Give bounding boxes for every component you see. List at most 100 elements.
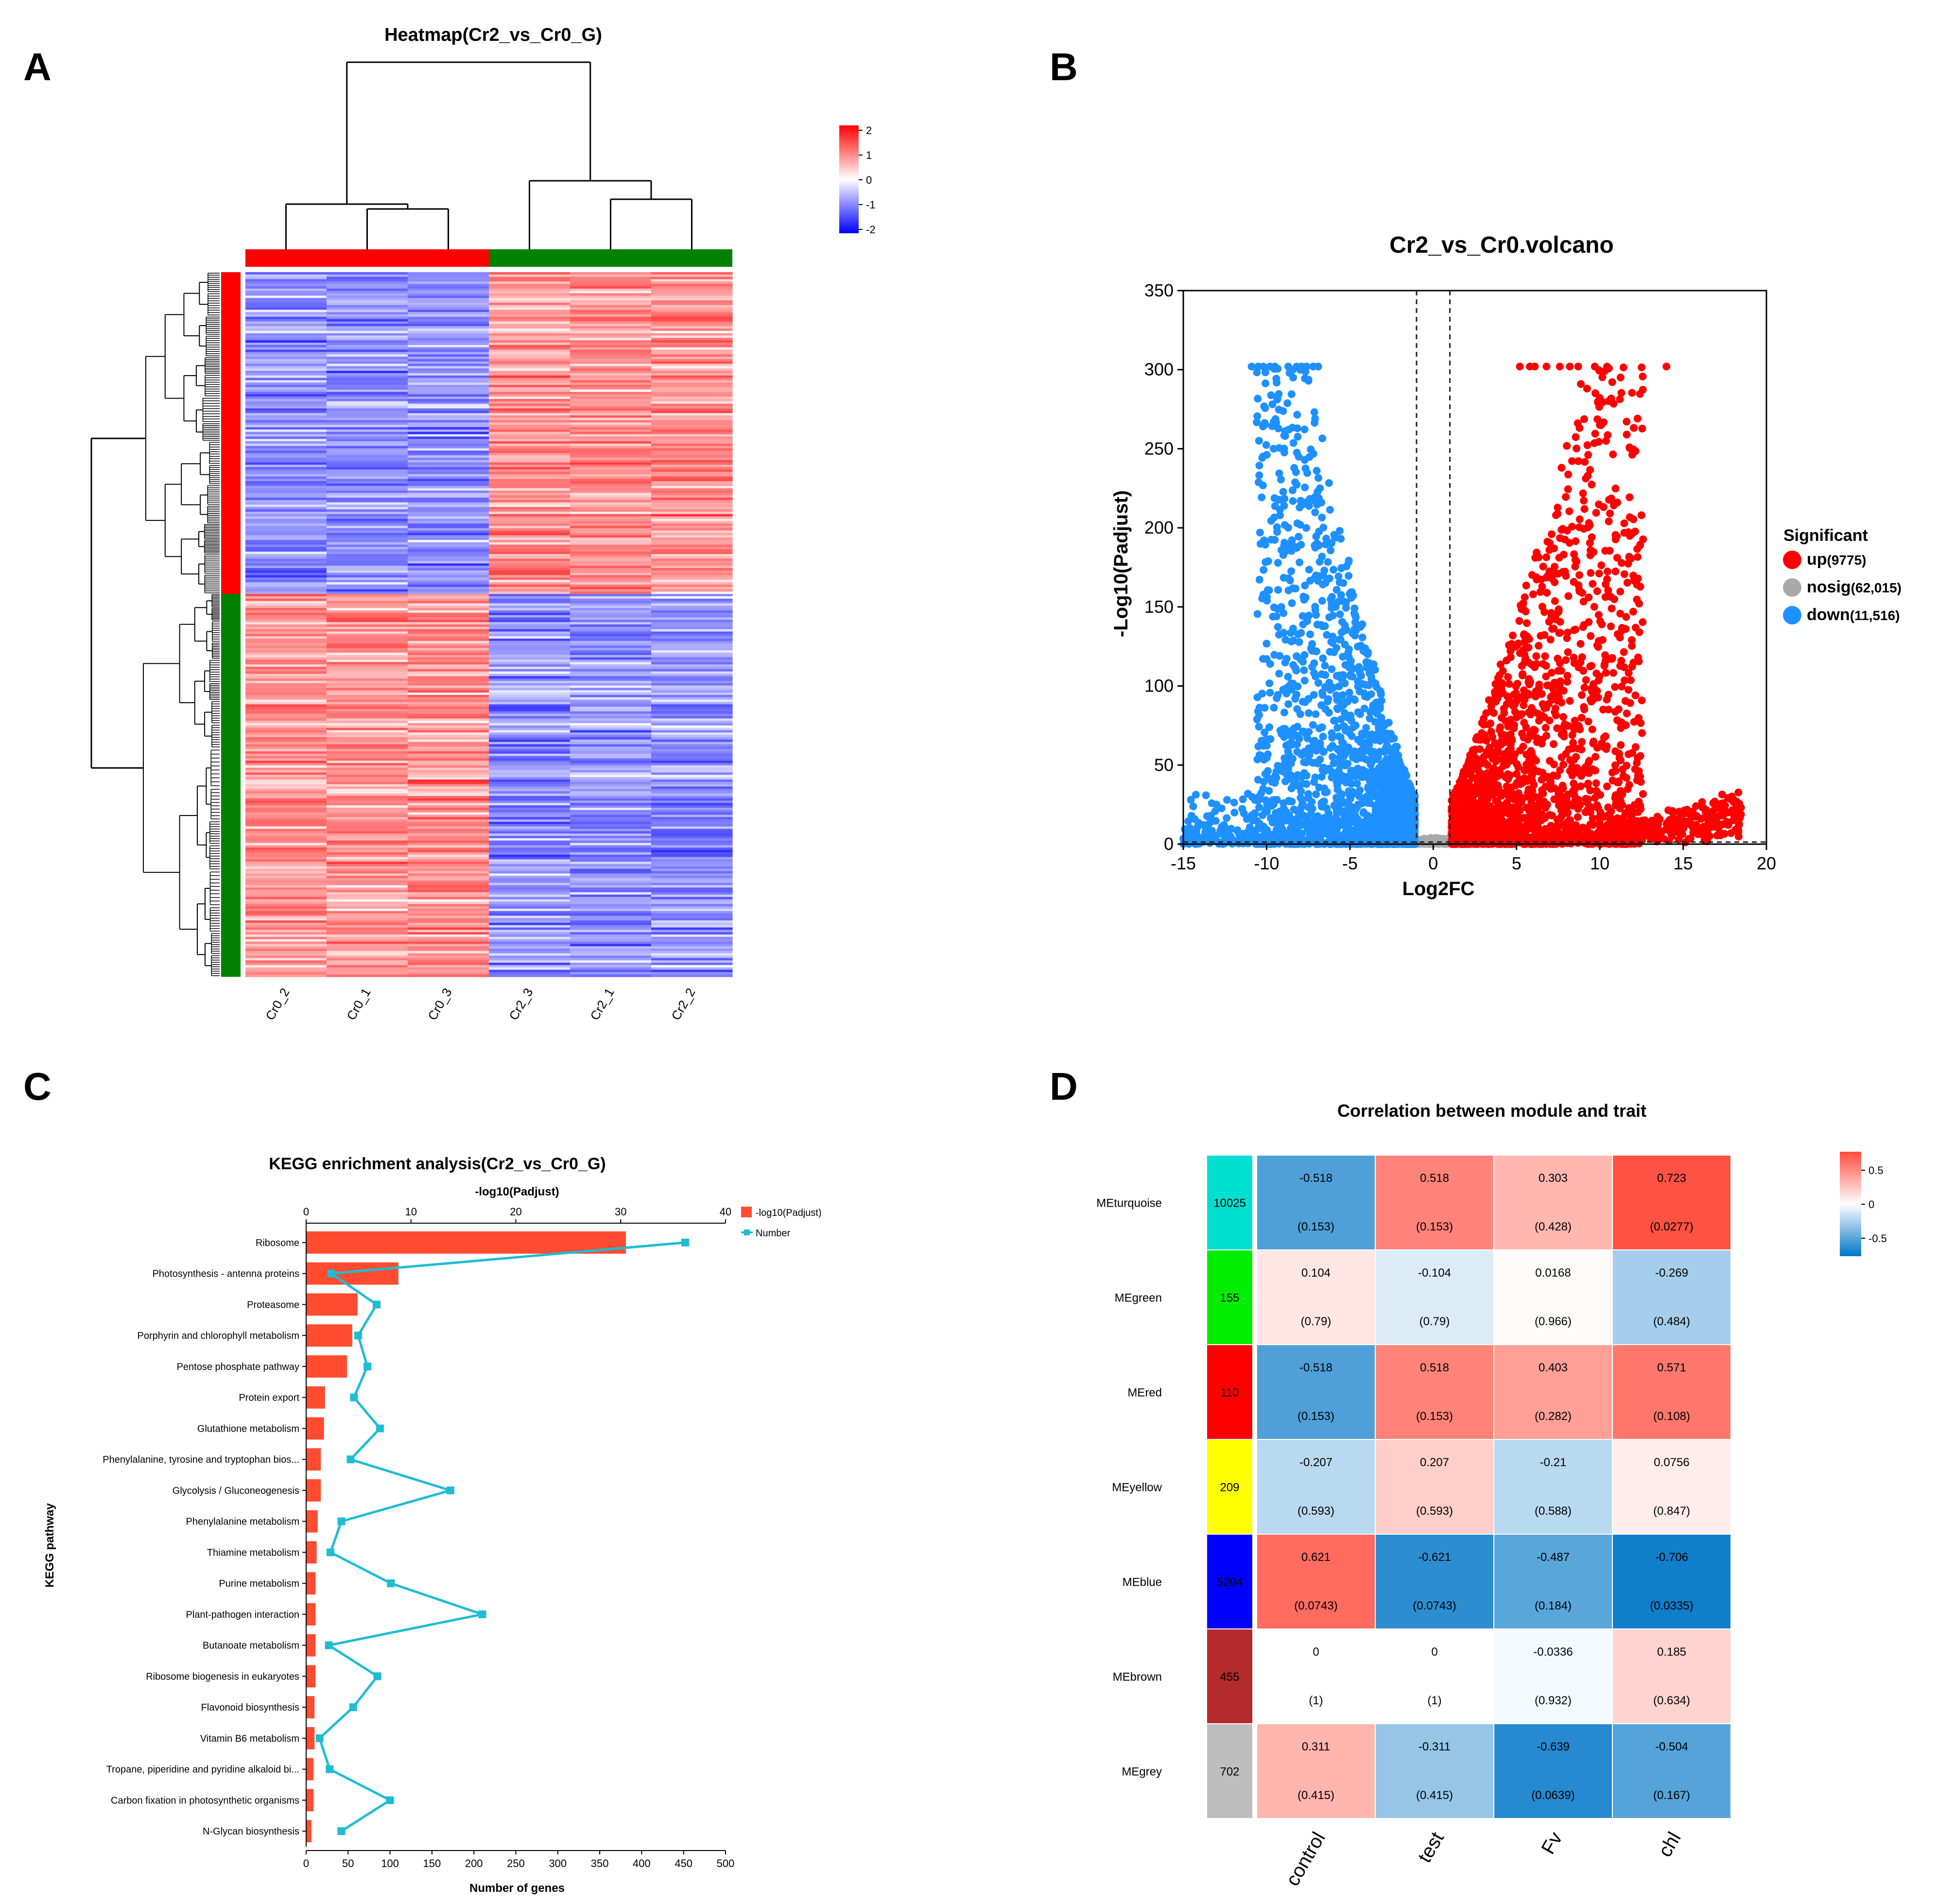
heatmap-cell bbox=[651, 763, 733, 766]
heatmap-cell bbox=[651, 727, 733, 731]
heatmap-cell bbox=[651, 653, 733, 656]
heatmap-cell bbox=[651, 516, 733, 519]
heatmap-cell bbox=[651, 848, 733, 850]
heatmap-cell bbox=[245, 397, 327, 399]
heatmap-cell bbox=[245, 556, 327, 559]
heatmap-cell bbox=[327, 958, 408, 961]
heatmap-cell bbox=[651, 293, 733, 296]
heatmap-cell bbox=[489, 500, 571, 503]
volcano-point bbox=[1234, 839, 1243, 848]
heatmap-colorbar-ticks: 210-1-2 bbox=[859, 124, 876, 236]
heatmap-cell bbox=[327, 399, 408, 402]
volcano-point bbox=[1311, 603, 1319, 611]
heatmap-cell bbox=[408, 484, 489, 486]
heatmap-cell bbox=[651, 617, 733, 620]
heatmap-cell bbox=[327, 683, 408, 686]
heatmap-cell bbox=[408, 845, 489, 848]
heatmap-cell bbox=[408, 650, 489, 653]
heatmap-cell bbox=[327, 411, 408, 414]
heatmap-cell bbox=[489, 718, 571, 721]
heatmap-cell bbox=[408, 838, 489, 841]
heatmap-cell bbox=[408, 284, 489, 287]
heatmap-cell bbox=[408, 697, 489, 700]
heatmap-cell bbox=[489, 537, 571, 540]
heatmap-cell bbox=[489, 692, 571, 695]
heatmap-cell bbox=[489, 904, 571, 907]
heatmap-cell bbox=[651, 960, 733, 963]
heatmap-cell bbox=[570, 389, 652, 393]
heatmap-cell bbox=[570, 798, 652, 801]
heatmap-cell bbox=[327, 657, 408, 660]
heatmap-cell bbox=[327, 476, 408, 479]
volcano-point bbox=[1295, 533, 1303, 541]
heatmap-cell bbox=[570, 512, 652, 515]
volcano-point bbox=[1293, 411, 1301, 419]
heatmap-cell bbox=[408, 791, 489, 794]
heatmap-cell bbox=[651, 434, 733, 437]
heatmap-cell bbox=[245, 507, 327, 510]
heatmap-col-label: Cr0_1 bbox=[344, 986, 373, 1022]
heatmap-cell bbox=[651, 406, 733, 409]
heatmap-cell bbox=[408, 554, 489, 557]
heatmap-cell bbox=[327, 420, 408, 423]
heatmap-cell bbox=[245, 340, 327, 343]
heatmap-cell bbox=[408, 598, 489, 602]
volcano-point bbox=[1285, 740, 1294, 748]
heatmap-cell bbox=[489, 382, 571, 385]
heatmap-cell bbox=[489, 295, 571, 298]
volcano-point bbox=[1381, 771, 1389, 779]
heatmap-cell bbox=[327, 930, 408, 933]
heatmap-cell bbox=[570, 471, 652, 475]
heatmap-cell bbox=[327, 378, 408, 381]
heatmap-cell bbox=[327, 622, 408, 625]
heatmap-cell bbox=[489, 521, 571, 524]
heatmap-cell bbox=[489, 274, 571, 277]
heatmap-cell bbox=[245, 293, 327, 296]
heatmap-cell bbox=[408, 765, 489, 768]
volcano-point bbox=[1583, 441, 1591, 450]
heatmap-cell bbox=[245, 481, 327, 484]
heatmap-cell bbox=[570, 690, 652, 693]
heatmap-cell bbox=[651, 925, 733, 928]
heatmap-group-Cr0 bbox=[245, 249, 489, 267]
heatmap-cell bbox=[489, 765, 571, 768]
heatmap-cell bbox=[489, 906, 571, 909]
heatmap-cell bbox=[327, 880, 408, 883]
volcano-point bbox=[1325, 764, 1333, 773]
heatmap-cell bbox=[651, 417, 733, 421]
heatmap-cell bbox=[327, 781, 408, 785]
volcano-point bbox=[1300, 676, 1309, 685]
heatmap-cell bbox=[327, 868, 408, 872]
heatmap-cell bbox=[327, 920, 408, 923]
heatmap-cell bbox=[489, 789, 571, 792]
heatmap-cell bbox=[327, 906, 408, 909]
volcano-point bbox=[1296, 710, 1304, 718]
heatmap-cell bbox=[408, 498, 489, 501]
heatmap-cell bbox=[408, 681, 489, 684]
volcano-point bbox=[1410, 808, 1418, 816]
heatmap-cell bbox=[489, 316, 571, 320]
heatmap-cell bbox=[570, 753, 652, 757]
volcano-point bbox=[1337, 715, 1345, 724]
heatmap-cell bbox=[570, 617, 652, 620]
heatmap-cell bbox=[489, 639, 571, 641]
heatmap-cell bbox=[327, 596, 408, 599]
heatmap-cell bbox=[245, 312, 327, 315]
heatmap-column-dendrogram bbox=[285, 61, 692, 249]
volcano-point bbox=[1591, 430, 1599, 438]
heatmap-cell bbox=[489, 866, 571, 869]
heatmap-cell bbox=[408, 316, 489, 320]
heatmap-cell bbox=[245, 375, 327, 379]
heatmap-cell bbox=[651, 878, 733, 881]
volcano-point bbox=[1325, 709, 1333, 717]
heatmap-cell bbox=[489, 958, 571, 961]
heatmap-cell bbox=[570, 580, 652, 583]
heatmap-cell bbox=[651, 640, 733, 644]
heatmap-cell bbox=[327, 899, 408, 902]
heatmap-cell bbox=[245, 640, 327, 644]
heatmap-cell bbox=[570, 380, 652, 383]
volcano-point bbox=[1309, 721, 1317, 729]
volcano-point bbox=[1298, 697, 1307, 706]
volcano-point bbox=[1317, 799, 1326, 808]
heatmap-cell bbox=[245, 500, 327, 503]
